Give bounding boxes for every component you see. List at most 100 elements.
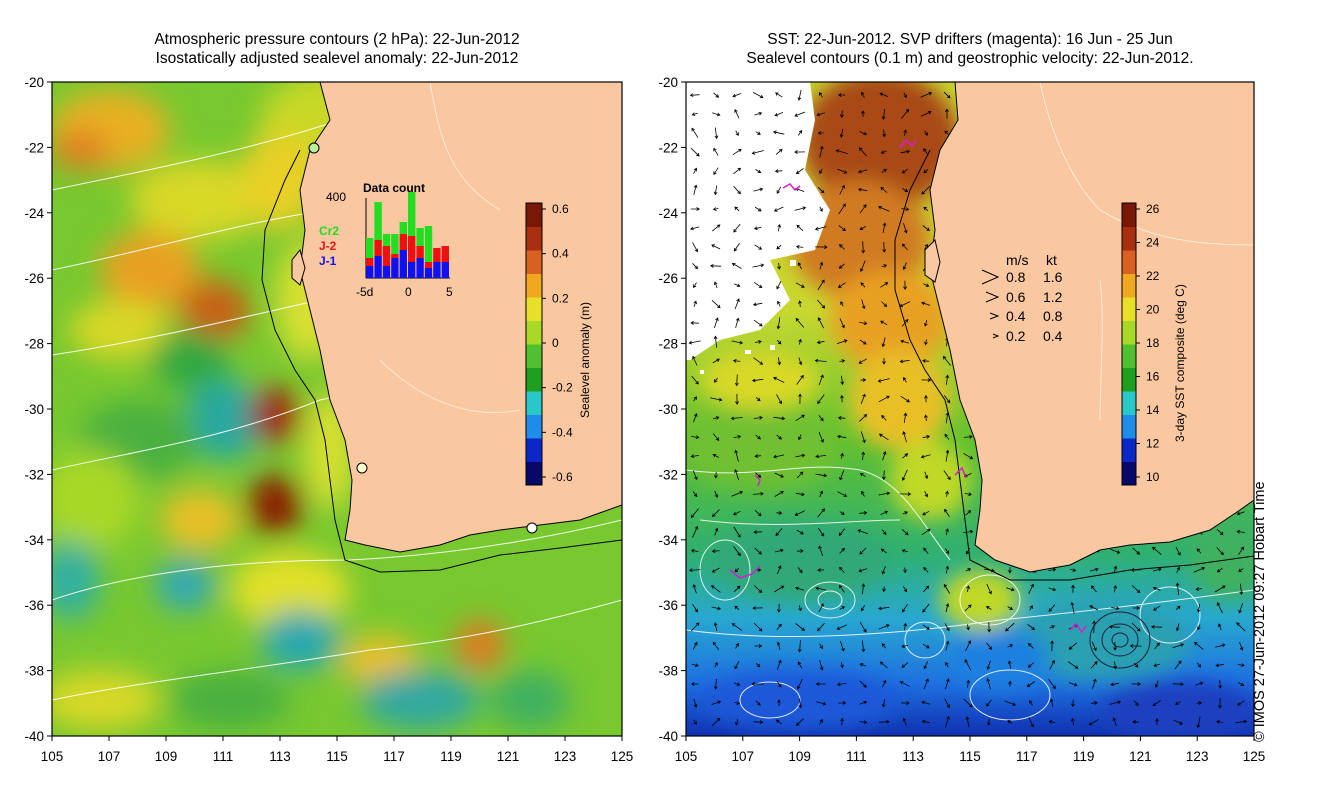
velocity-arrow [944, 130, 950, 136]
velocity-arrow [878, 205, 890, 212]
velocity-arrow [798, 393, 802, 404]
velocity-arrow [815, 682, 826, 686]
velocity-arrow [877, 378, 890, 383]
left-colorbar-tick-label: -0.6 [552, 470, 573, 484]
velocity-arrow [900, 701, 910, 705]
velocity-arrow [819, 145, 824, 158]
velocity-arrow [835, 149, 848, 155]
velocity-arrow [690, 147, 700, 157]
right-title-line2: Sealevel contours (0.1 m) and geostrophi… [746, 50, 1194, 67]
velocity-arrow [899, 681, 910, 687]
velocity-arrow [713, 622, 718, 632]
velocity-arrow [691, 375, 699, 385]
left-lat-label: -28 [24, 337, 44, 352]
velocity-arrow [776, 186, 782, 194]
left-longitude-axis: 105 107 109 111 113 115 117 119 121 123 125 [41, 736, 634, 764]
velocity-arrow [1131, 682, 1142, 686]
velocity-arrow [965, 716, 970, 728]
velocity-arrow [734, 283, 741, 287]
speed-arrow-0-6 [985, 291, 1000, 303]
velocity-arrow [1049, 625, 1056, 629]
velocity-arrow [798, 338, 802, 345]
inset-bar-cr2 [391, 234, 399, 254]
right-colorbar-cell [1122, 250, 1136, 274]
speed-key-header-kt: kt [1046, 252, 1057, 268]
velocity-arrow [1090, 701, 1098, 705]
velocity-arrow [796, 224, 804, 231]
inset-bar-cr2 [424, 226, 433, 262]
inset-bar-j1 [391, 258, 399, 278]
velocity-arrow [861, 110, 865, 118]
velocity-arrow [711, 700, 722, 705]
velocity-arrow [1216, 547, 1224, 556]
velocity-arrow [901, 644, 909, 648]
velocity-arrow [817, 568, 825, 572]
velocity-arrow [775, 528, 783, 537]
velocity-arrow [1173, 719, 1183, 725]
velocity-arrow [923, 168, 929, 174]
velocity-arrow [733, 186, 741, 195]
velocity-arrow [732, 359, 741, 363]
velocity-arrow [819, 719, 823, 725]
right-lon-label: 111 [846, 749, 867, 764]
velocity-arrow [839, 470, 845, 481]
velocity-arrow [1112, 717, 1117, 727]
left-lon-label: 125 [611, 749, 634, 764]
velocity-arrow [944, 623, 950, 632]
velocity-arrow [773, 206, 784, 212]
velocity-arrow [796, 549, 804, 553]
velocity-arrow [1216, 529, 1224, 536]
right-lat-label: -36 [658, 598, 678, 613]
velocity-arrow [1153, 663, 1161, 667]
velocity-arrow [921, 719, 930, 724]
velocity-arrow [734, 605, 740, 611]
velocity-arrow [857, 169, 868, 174]
velocity-arrow [1111, 606, 1120, 611]
velocity-arrow [1050, 640, 1054, 652]
velocity-arrow [734, 682, 741, 686]
right-colorbar-tick-label: 16 [1146, 370, 1160, 384]
speed-row-4-kt: 0.4 [1043, 328, 1063, 344]
inset-bar-j2 [366, 258, 374, 266]
velocity-arrow [1131, 585, 1141, 594]
velocity-arrow [754, 206, 762, 212]
velocity-arrow [732, 510, 741, 516]
velocity-arrow [903, 223, 908, 234]
velocity-arrow [966, 624, 970, 631]
velocity-arrow [880, 548, 887, 554]
velocity-arrow [861, 583, 866, 595]
velocity-arrow [732, 148, 742, 156]
left-lon-label: 109 [155, 749, 178, 764]
velocity-arrow [776, 659, 782, 670]
velocity-arrow [711, 606, 722, 611]
velocity-arrow [1152, 546, 1162, 556]
velocity-arrow [1196, 701, 1203, 705]
inset-bar-cr2 [374, 202, 382, 240]
velocity-arrow [901, 207, 910, 212]
velocity-arrow [945, 565, 950, 574]
velocity-arrow [924, 394, 928, 403]
velocity-arrow [711, 224, 721, 232]
velocity-arrow [776, 434, 782, 440]
velocity-arrow [859, 339, 867, 345]
velocity-arrow [731, 340, 744, 345]
velocity-arrow [923, 206, 929, 212]
right-colorbar-label: 3-day SST composite (deg C) [1173, 284, 1187, 442]
left-colorbar: 0.6 0.4 0.2 0 -0.2 -0.4 -0.6 Sealevel anomaly … [525, 202, 592, 486]
velocity-arrow [795, 282, 805, 288]
velocity-arrow [753, 319, 763, 327]
velocity-arrow [945, 449, 950, 462]
velocity-arrow [752, 491, 764, 496]
velocity-arrow [776, 511, 783, 515]
speed-arrow-0-4 [989, 312, 1000, 320]
velocity-arrow [774, 112, 784, 117]
velocity-arrow [714, 527, 719, 536]
left-colorbar-cell [526, 320, 542, 345]
velocity-arrow [924, 319, 928, 327]
velocity-arrow [755, 434, 762, 440]
velocity-arrow [817, 299, 826, 309]
velocity-arrow [690, 682, 699, 686]
velocity-arrow [1152, 567, 1162, 572]
velocity-arrow [734, 206, 740, 212]
velocity-arrow [922, 510, 930, 516]
